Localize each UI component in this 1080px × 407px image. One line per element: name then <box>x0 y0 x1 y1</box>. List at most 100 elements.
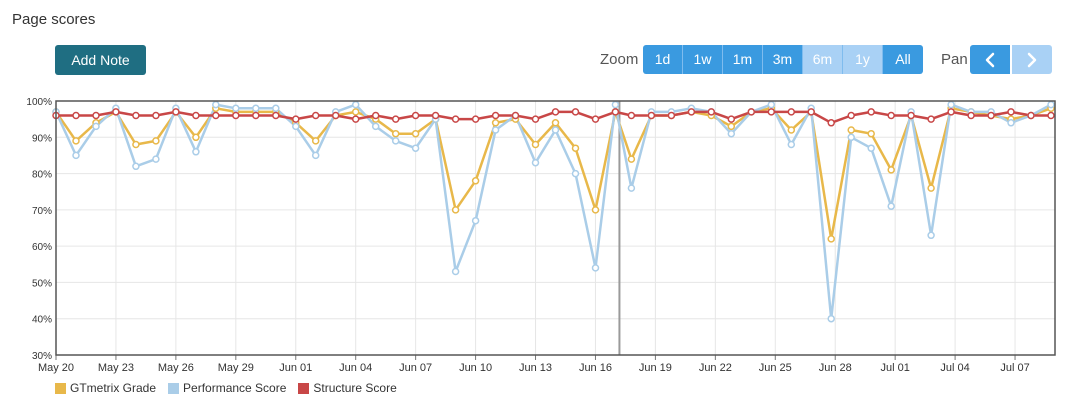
data-point[interactable] <box>371 111 380 120</box>
data-point[interactable] <box>847 133 855 142</box>
zoom-6m-button[interactable]: 6m <box>803 45 843 74</box>
data-point[interactable] <box>451 267 460 276</box>
data-point[interactable] <box>311 151 320 160</box>
zoom-all-button[interactable]: All <box>883 45 923 74</box>
data-point[interactable] <box>192 133 200 142</box>
data-point[interactable] <box>551 108 560 116</box>
data-point[interactable] <box>627 155 636 163</box>
data-point[interactable] <box>627 184 636 192</box>
legend-item-grade[interactable]: GTmetrix Grade <box>55 381 156 395</box>
data-point[interactable] <box>212 100 220 109</box>
legend-item-structure[interactable]: Structure Score <box>298 381 397 395</box>
data-point[interactable] <box>667 111 676 120</box>
data-point[interactable] <box>471 115 480 123</box>
data-point[interactable] <box>787 126 796 134</box>
data-point[interactable] <box>531 140 540 149</box>
data-point[interactable] <box>491 126 500 134</box>
data-point[interactable] <box>391 137 400 145</box>
data-point[interactable] <box>727 122 736 131</box>
data-point[interactable] <box>431 111 440 120</box>
data-point[interactable] <box>212 111 220 120</box>
data-point[interactable] <box>411 111 420 120</box>
data-point[interactable] <box>787 108 796 116</box>
pan-next-button[interactable] <box>1012 45 1052 74</box>
data-point[interactable] <box>232 104 240 113</box>
zoom-3m-button[interactable]: 3m <box>763 45 803 74</box>
data-point[interactable] <box>887 166 895 174</box>
data-point[interactable] <box>92 111 100 120</box>
data-point[interactable] <box>132 140 140 149</box>
data-point[interactable] <box>611 100 620 109</box>
zoom-1w-button[interactable]: 1w <box>683 45 723 74</box>
data-point[interactable] <box>192 148 200 156</box>
data-point[interactable] <box>827 119 835 127</box>
data-point[interactable] <box>867 108 875 116</box>
data-point[interactable] <box>887 202 895 210</box>
data-point[interactable] <box>947 108 955 116</box>
data-point[interactable] <box>531 158 540 167</box>
data-point[interactable] <box>471 216 480 225</box>
data-point[interactable] <box>1007 119 1015 127</box>
data-point[interactable] <box>591 115 600 123</box>
data-point[interactable] <box>867 129 875 138</box>
data-point[interactable] <box>311 137 320 145</box>
data-point[interactable] <box>451 206 460 214</box>
data-point[interactable] <box>72 111 80 120</box>
data-point[interactable] <box>252 111 260 120</box>
data-point[interactable] <box>491 119 500 127</box>
data-point[interactable] <box>927 115 935 123</box>
data-point[interactable] <box>1007 108 1015 116</box>
data-point[interactable] <box>707 108 716 116</box>
data-point[interactable] <box>331 111 340 120</box>
data-point[interactable] <box>947 100 955 109</box>
data-point[interactable] <box>571 169 580 178</box>
data-point[interactable] <box>252 104 260 113</box>
data-point[interactable] <box>371 122 380 131</box>
zoom-1d-button[interactable]: 1d <box>643 45 683 74</box>
data-point[interactable] <box>272 104 280 113</box>
scores-chart[interactable]: 100%90%80%70%60%50%40%30% May 20 May 23 Ma… <box>0 90 1080 380</box>
data-point[interactable] <box>927 231 935 240</box>
data-point[interactable] <box>132 162 140 171</box>
data-point[interactable] <box>767 100 776 109</box>
data-point[interactable] <box>72 137 80 145</box>
data-point[interactable] <box>747 108 756 116</box>
data-point[interactable] <box>1027 111 1035 120</box>
data-point[interactable] <box>591 264 600 272</box>
data-point[interactable] <box>551 126 560 134</box>
data-point[interactable] <box>351 115 360 123</box>
data-point[interactable] <box>172 108 180 116</box>
data-point[interactable] <box>847 111 855 120</box>
zoom-1y-button[interactable]: 1y <box>843 45 883 74</box>
data-point[interactable] <box>351 100 360 109</box>
add-note-button[interactable]: Add Note <box>55 45 146 75</box>
data-point[interactable] <box>727 115 736 123</box>
data-point[interactable] <box>727 129 736 138</box>
data-point[interactable] <box>647 111 656 120</box>
data-point[interactable] <box>1047 100 1055 109</box>
data-point[interactable] <box>767 108 776 116</box>
data-point[interactable] <box>311 111 320 120</box>
data-point[interactable] <box>292 115 300 123</box>
data-point[interactable] <box>152 155 160 163</box>
data-point[interactable] <box>192 111 200 120</box>
data-point[interactable] <box>272 111 280 120</box>
data-point[interactable] <box>967 111 975 120</box>
data-point[interactable] <box>411 129 420 138</box>
data-point[interactable] <box>571 108 580 116</box>
zoom-1m-button[interactable]: 1m <box>723 45 763 74</box>
data-point[interactable] <box>1047 111 1055 120</box>
data-point[interactable] <box>787 140 796 149</box>
data-point[interactable] <box>847 126 855 134</box>
data-point[interactable] <box>411 144 420 152</box>
data-point[interactable] <box>531 115 540 123</box>
data-point[interactable] <box>571 144 580 152</box>
data-point[interactable] <box>687 108 696 116</box>
data-point[interactable] <box>92 122 100 131</box>
data-point[interactable] <box>611 108 620 116</box>
data-point[interactable] <box>807 108 815 116</box>
legend-item-performance[interactable]: Performance Score <box>168 381 286 395</box>
pan-prev-button[interactable] <box>970 45 1010 74</box>
data-point[interactable] <box>511 111 520 120</box>
data-point[interactable] <box>451 115 460 123</box>
